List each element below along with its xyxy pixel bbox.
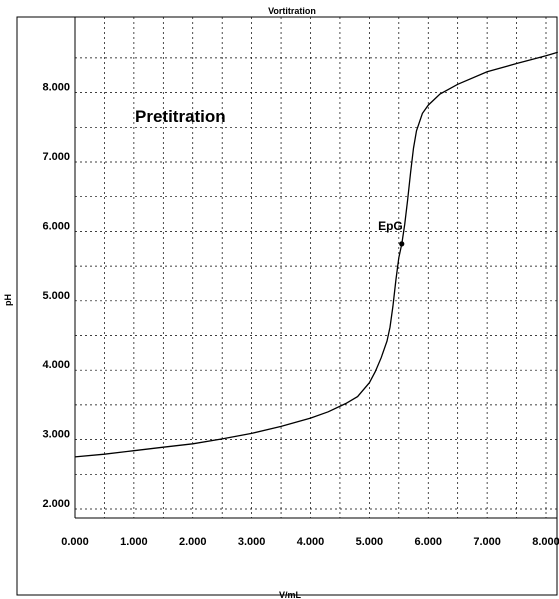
equivalence-point-marker <box>399 241 405 247</box>
gridlines <box>75 17 557 518</box>
chart-title: Vortitration <box>268 6 316 16</box>
y-tick-label: 3.000 <box>42 429 70 441</box>
y-tick-labels: 2.000 3.000 4.000 5.000 6.000 7.000 8.000 <box>42 82 70 510</box>
x-tick-label: 1.000 <box>120 536 148 548</box>
x-tick-label: 8.000 <box>532 536 559 548</box>
equivalence-point-label: EpG <box>378 219 403 233</box>
y-tick-label: 7.000 <box>42 151 70 163</box>
x-tick-label: 0.000 <box>61 536 89 548</box>
x-tick-label: 2.000 <box>179 536 207 548</box>
y-tick-label: 5.000 <box>42 290 70 302</box>
x-tick-label: 3.000 <box>238 536 266 548</box>
y-tick-label: 4.000 <box>42 359 70 371</box>
x-axis-label: V/mL <box>279 590 302 599</box>
y-tick-label: 8.000 <box>42 82 70 94</box>
y-tick-label: 6.000 <box>42 220 70 232</box>
y-axis-label: pH <box>3 294 13 306</box>
x-tick-label: 6.000 <box>414 536 442 548</box>
x-tick-label: 7.000 <box>473 536 501 548</box>
x-tick-labels: 0.000 1.000 2.000 3.000 4.000 5.000 6.000 7.000… <box>61 536 559 548</box>
x-tick-label: 5.000 <box>356 536 384 548</box>
y-tick-label: 2.000 <box>42 498 70 510</box>
series-line <box>74 51 558 458</box>
frame-box <box>16 16 558 596</box>
pretitration-label: Pretitration <box>135 107 226 126</box>
x-tick-label: 4.000 <box>297 536 325 548</box>
